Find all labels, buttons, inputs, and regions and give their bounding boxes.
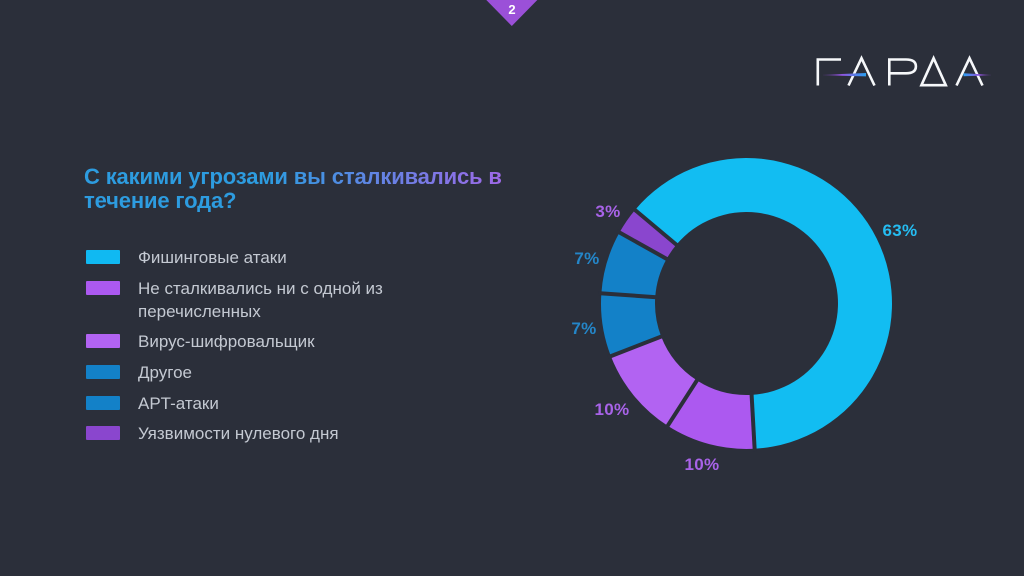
svg-text:2: 2	[508, 2, 515, 17]
